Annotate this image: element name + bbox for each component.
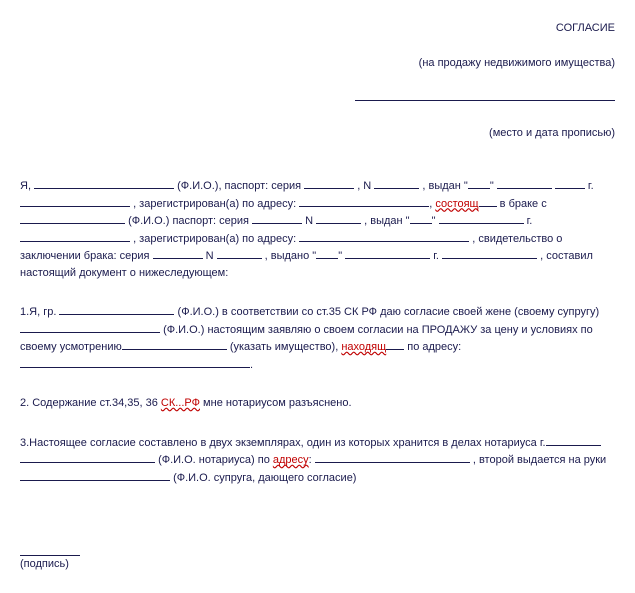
typo-adr: адресу [273,454,309,466]
t: N [206,250,217,262]
t: , выдан " [422,180,467,192]
blank-notary-addr[interactable] [315,451,470,463]
blank-addr[interactable] [299,195,429,207]
doc-subtitle: (на продажу недвижимого имущества) [419,57,615,69]
blank-d2[interactable] [410,212,432,224]
blank-issuer2[interactable] [20,230,130,242]
blank-svid-s[interactable] [153,247,203,259]
blank-svid-y[interactable] [400,247,430,259]
blank-notary[interactable] [20,451,155,463]
t: (Ф.И.О.) паспорт: серия [128,215,252,227]
blank-series[interactable] [304,177,354,189]
blank-y2[interactable] [494,212,524,224]
place-line [355,89,615,101]
blank-spouse-fio[interactable] [20,321,160,333]
typo-sk: СК...РФ [161,397,200,409]
blank-svid-m[interactable] [345,247,400,259]
blank-n[interactable] [374,177,419,189]
t: мне нотариусом разъяснено. [200,397,352,409]
signature-line[interactable] [20,544,80,556]
t: г. [433,250,442,262]
t: , зарегистрирован(а) по адресу: [133,233,299,245]
blank-m[interactable] [497,177,552,189]
blank-spouse[interactable] [20,212,125,224]
t: (Ф.И.О. нотариуса) по [158,454,273,466]
t: (указать имущество), [230,341,341,353]
blank-m2[interactable] [439,212,494,224]
doc-title: СОГЛАСИЕ [556,22,615,34]
t: 3.Настоящее согласие составлено в двух э… [20,437,546,449]
blank-nakh[interactable] [386,338,404,350]
typo-nakh: находящ [341,341,386,353]
blank-y[interactable] [555,177,585,189]
t: г. [588,180,594,192]
blank-d[interactable] [468,177,490,189]
blank-prop-addr[interactable] [20,356,250,368]
blank-gr[interactable] [59,303,174,315]
blank-n2[interactable] [316,212,361,224]
t: , выдан " [364,215,409,227]
blank-issuer[interactable] [20,195,130,207]
blank-hands[interactable] [20,469,170,481]
t: , N [357,180,374,192]
blank-fio[interactable] [34,177,174,189]
t: в браке с [500,198,547,210]
paragraph-2: 2. Содержание ст.34,35, 36 СК...РФ мне н… [20,395,615,412]
paragraph-1: 1.Я, гр. (Ф.И.О.) в соответствии со ст.3… [20,303,615,373]
blank-addr2[interactable] [299,230,469,242]
t: " [432,215,436,227]
blank-sost[interactable] [479,195,497,207]
t: г. [527,215,533,227]
t: , второй выдается на руки [473,454,606,466]
blank-series2[interactable] [252,212,302,224]
blank-svid-n[interactable] [217,247,262,259]
t: 2. Содержание ст.34,35, 36 [20,397,161,409]
t: по адресу: [407,341,461,353]
intro-paragraph: Я, (Ф.И.О.), паспорт: серия , N , выдан … [20,177,615,281]
blank-svid-d[interactable] [316,247,338,259]
t: (Ф.И.О. супруга, дающего согласие) [173,472,356,484]
t: " [490,180,494,192]
t: N [305,215,316,227]
blank-prop[interactable] [122,338,227,350]
t: 1.Я, гр. [20,306,59,318]
typo-sost: состоящ [435,198,478,210]
blank-city[interactable] [546,434,601,446]
place-label: (место и дата прописью) [489,127,615,139]
t: " [338,250,342,262]
signature-label: (подпись) [20,558,69,570]
t: , выдано " [265,250,317,262]
t: , зарегистрирован(а) по адресу: [133,198,299,210]
t: Я, [20,180,34,192]
paragraph-3: 3.Настоящее согласие составлено в двух э… [20,434,615,487]
t: (Ф.И.О.) в соответствии со ст.35 СК РФ д… [178,306,600,318]
t: (Ф.И.О.), паспорт: серия [177,180,304,192]
blank-svid-by[interactable] [442,247,537,259]
